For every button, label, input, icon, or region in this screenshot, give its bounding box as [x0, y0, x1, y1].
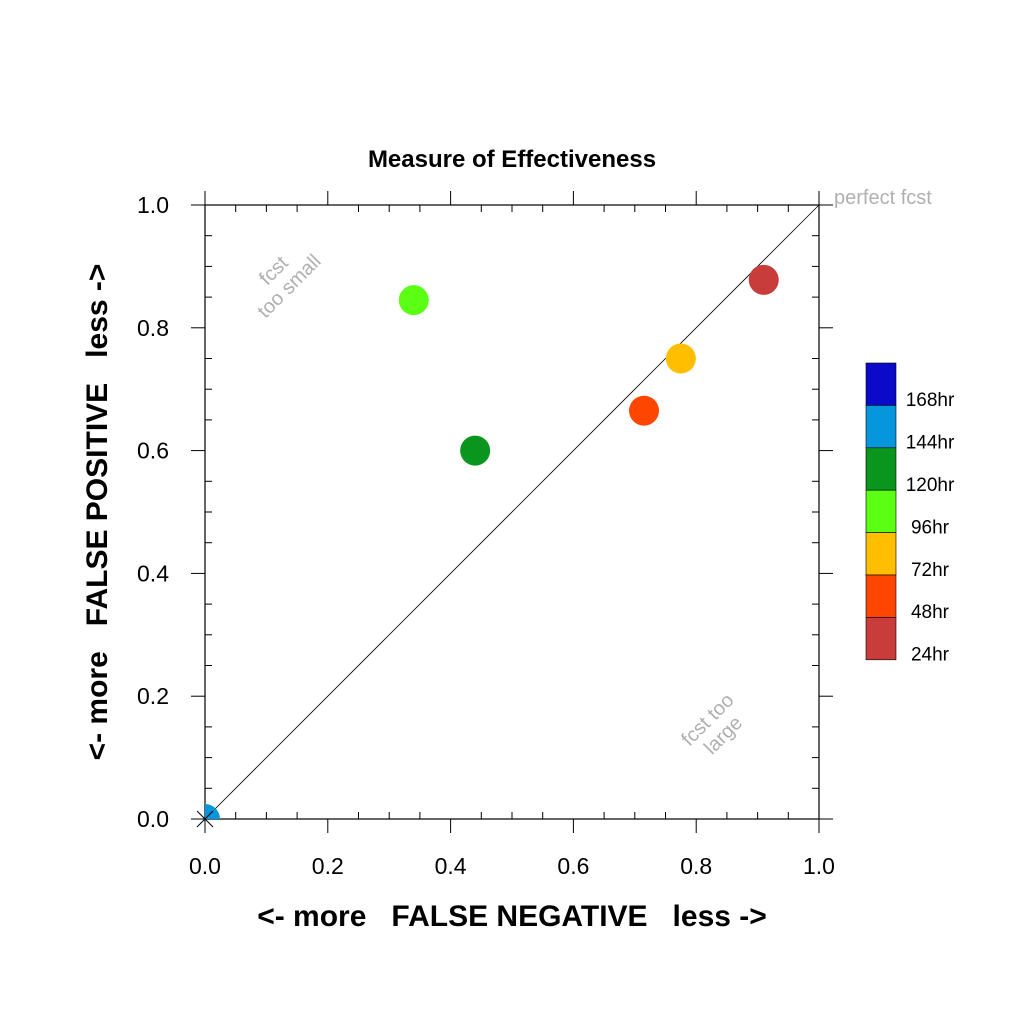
data-point-96hr	[398, 285, 429, 316]
legend-label-72hr: 72hr	[911, 560, 950, 581]
annotation-too-small-line2: too small	[253, 250, 325, 322]
legend-label-96hr: 96hr	[911, 517, 950, 538]
x-tick-label: 0.6	[557, 853, 589, 879]
annotation-too-small: fcst too small	[253, 250, 325, 322]
axis-ticks	[191, 191, 833, 833]
legend-swatch-48hr	[865, 574, 897, 618]
x-axis-label: <- more FALSE NEGATIVE less ->	[257, 900, 767, 933]
y-tick-label: 0.2	[137, 683, 169, 709]
chart-title: Measure of Effectiveness	[368, 146, 656, 173]
annotation-too-large: fcst too large	[677, 689, 747, 759]
data-point-120hr	[460, 435, 491, 466]
x-tick-label: 0.2	[312, 853, 344, 879]
y-axis-label: <- more FALSE POSITIVE less ->	[81, 264, 114, 761]
x-tick-label: 0.0	[189, 853, 221, 879]
legend-label-120hr: 120hr	[906, 475, 955, 496]
legend-swatch-168hr	[865, 362, 897, 406]
y-tick-label: 0.4	[137, 560, 169, 586]
x-tick-label: 1.0	[803, 853, 835, 879]
data-point-48hr	[629, 395, 660, 426]
legend-swatch-72hr	[865, 532, 897, 576]
legend-label-144hr: 144hr	[906, 433, 955, 454]
legend-label-168hr: 168hr	[906, 390, 955, 411]
axis-tick-labels: 0.0 0.2 0.4 0.6 0.8 1.0 0.0 0.2 0.4 0.6 0.8 1.0	[137, 192, 835, 879]
y-tick-label: 0.0	[137, 806, 169, 832]
legend-swatch-144hr	[865, 405, 897, 449]
data-points	[205, 264, 779, 819]
origin-marker	[196, 810, 214, 828]
legend-label-48hr: 48hr	[911, 602, 950, 623]
data-point-24hr	[748, 264, 779, 295]
y-tick-label: 0.8	[137, 315, 169, 341]
diagonal-reference-line	[204, 204, 820, 820]
legend-swatch-24hr	[865, 617, 897, 661]
y-tick-label: 0.6	[137, 438, 169, 464]
annotation-perfect-fcst: perfect fcst	[834, 187, 932, 209]
y-tick-label: 1.0	[137, 192, 169, 218]
legend-label-24hr: 24hr	[911, 645, 950, 666]
x-tick-label: 0.4	[435, 853, 467, 879]
data-point-72hr	[665, 343, 696, 374]
legend-swatch-96hr	[865, 489, 897, 533]
legend-swatch-120hr	[865, 447, 897, 491]
x-tick-label: 0.8	[680, 853, 712, 879]
legend: 168hr 144hr 120hr 96hr 72hr 48hr 24hr	[865, 362, 955, 666]
